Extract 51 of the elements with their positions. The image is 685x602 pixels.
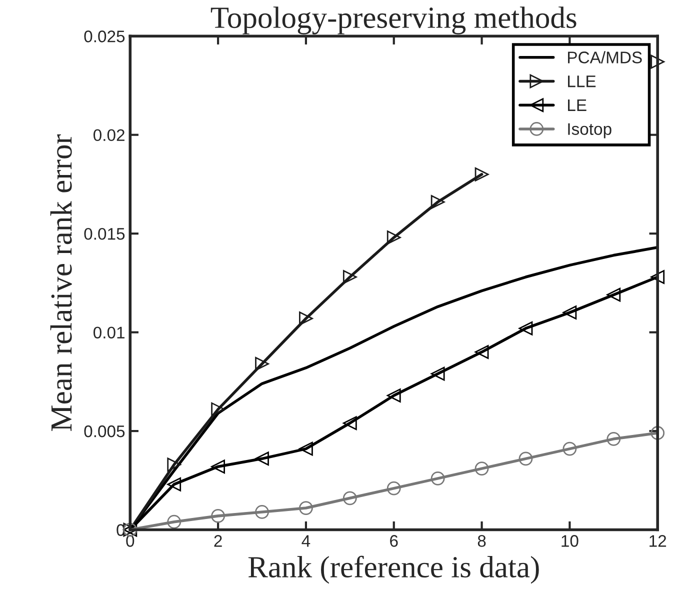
x-axis-title: Rank (reference is data) (248, 556, 539, 584)
point (299, 442, 313, 456)
point (342, 416, 357, 430)
x-tick-label: 10 (562, 535, 578, 547)
point (342, 491, 357, 506)
point (650, 270, 665, 284)
point (211, 460, 226, 474)
legend-label: LLE (568, 76, 596, 88)
point (474, 345, 489, 359)
y-tick-label: 0.025 (84, 30, 125, 42)
point (562, 306, 577, 320)
point (211, 402, 226, 416)
point (342, 270, 357, 284)
y-tick-label: 0.01 (94, 326, 124, 339)
point (167, 477, 182, 492)
x-tick-label: 6 (390, 535, 398, 547)
legend-label: PCA/MDS (568, 51, 642, 64)
point (430, 366, 445, 381)
y-tick-label: 0.005 (84, 425, 125, 438)
point (211, 508, 226, 523)
point (167, 514, 182, 529)
point (255, 452, 269, 466)
x-tick-label: 12 (650, 535, 666, 547)
point (474, 462, 489, 476)
point (518, 321, 533, 336)
point (606, 432, 621, 446)
y-axis-title: Mean relative rank error (50, 134, 72, 431)
point (386, 230, 401, 244)
point (474, 167, 489, 182)
point (518, 452, 533, 466)
y-tick-label: 0.015 (84, 228, 125, 240)
legend-label: LE (568, 99, 586, 111)
y-tick-label: 0.02 (94, 129, 124, 142)
point (299, 501, 313, 515)
x-tick-label: 8 (478, 535, 486, 547)
point (606, 288, 621, 302)
point (255, 505, 269, 519)
point (255, 356, 269, 371)
point (430, 195, 445, 209)
chart-title: Topology-preserving methods (210, 6, 576, 34)
x-tick-label: 2 (214, 535, 222, 547)
point (650, 426, 665, 440)
point (562, 442, 577, 456)
point (386, 481, 401, 496)
point (650, 54, 665, 69)
legend-label: Isotop (568, 123, 612, 138)
point (386, 388, 401, 402)
x-tick-label: 4 (302, 535, 310, 547)
point (430, 471, 445, 486)
point (299, 312, 313, 326)
point (167, 458, 182, 472)
